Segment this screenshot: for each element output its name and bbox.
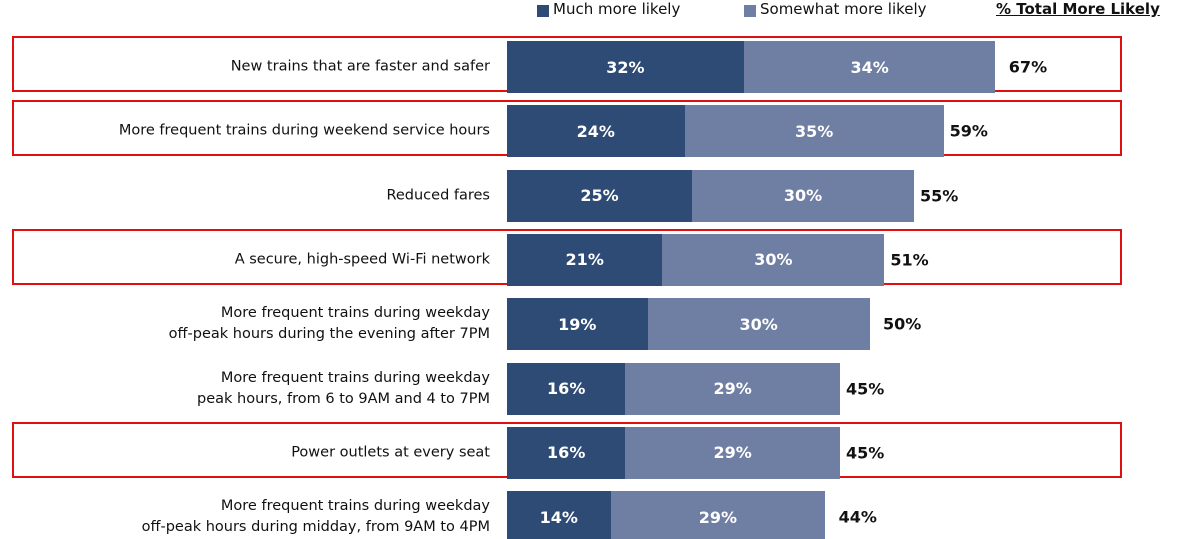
value-label: 16%: [547, 443, 586, 463]
bar-segment: 34%: [743, 41, 996, 93]
value-label: 24%: [576, 121, 615, 141]
total-label: 50%: [883, 314, 922, 334]
category-label: New trains that are faster and safer: [230, 58, 490, 75]
bar-segment: 16%: [507, 362, 626, 415]
value-label: 21%: [565, 250, 604, 270]
legend-swatch: [537, 5, 549, 17]
value-label: 32%: [606, 57, 645, 77]
value-label: 25%: [580, 186, 619, 206]
total-label: 51%: [890, 250, 929, 270]
category-label: A secure, high-speed Wi-Fi network: [234, 251, 490, 268]
bar-segment: 19%: [507, 298, 648, 351]
legend-label: Somewhat more likely: [760, 0, 927, 18]
value-label: 35%: [794, 121, 834, 141]
bar-segment: 29%: [610, 491, 826, 539]
bar-segment: 30%: [662, 233, 885, 286]
value-label: 19%: [558, 314, 597, 334]
bar-segment: 16%: [507, 426, 626, 479]
value-label: 29%: [713, 443, 752, 463]
category-label: More frequent trains during weekday off-…: [141, 498, 490, 536]
value-label: 34%: [850, 57, 889, 77]
legend-swatch: [744, 5, 756, 17]
value-label: 30%: [783, 186, 823, 206]
bar-segment: 14%: [507, 491, 611, 539]
legend-label: Much more likely: [553, 0, 681, 18]
bar-segment: 30%: [647, 298, 870, 351]
total-label: 44%: [838, 507, 877, 527]
category-label: More frequent trains during weekend serv…: [118, 122, 490, 139]
bar-segment: 25%: [507, 169, 692, 222]
value-label: 29%: [698, 507, 738, 527]
total-label: 55%: [920, 186, 959, 206]
total-label: 45%: [846, 443, 885, 463]
bar-segment: 30%: [692, 169, 914, 222]
total-label: 45%: [846, 379, 885, 398]
category-label: More frequent trains during weekday off-…: [168, 305, 490, 343]
category-label: Power outlets at every seat: [291, 444, 490, 461]
totals-title: % Total More Likely: [996, 0, 1160, 18]
bar-segment: 24%: [507, 105, 685, 158]
category-label: More frequent trains during weekday peak…: [197, 369, 490, 407]
category-label: Reduced fares: [386, 187, 490, 204]
bar-segment: 35%: [684, 105, 944, 158]
bar-segment: 29%: [625, 362, 840, 415]
value-label: 30%: [739, 314, 778, 334]
value-label: 16%: [547, 379, 586, 398]
value-label: 14%: [539, 507, 578, 527]
bar-segment: 21%: [507, 233, 663, 286]
value-label: 30%: [754, 250, 793, 270]
bar-segment: 32%: [507, 41, 744, 93]
total-label: 59%: [949, 121, 988, 141]
total-label: 67%: [1008, 57, 1048, 77]
bar-segment: 29%: [625, 426, 840, 479]
value-label: 29%: [713, 379, 752, 398]
